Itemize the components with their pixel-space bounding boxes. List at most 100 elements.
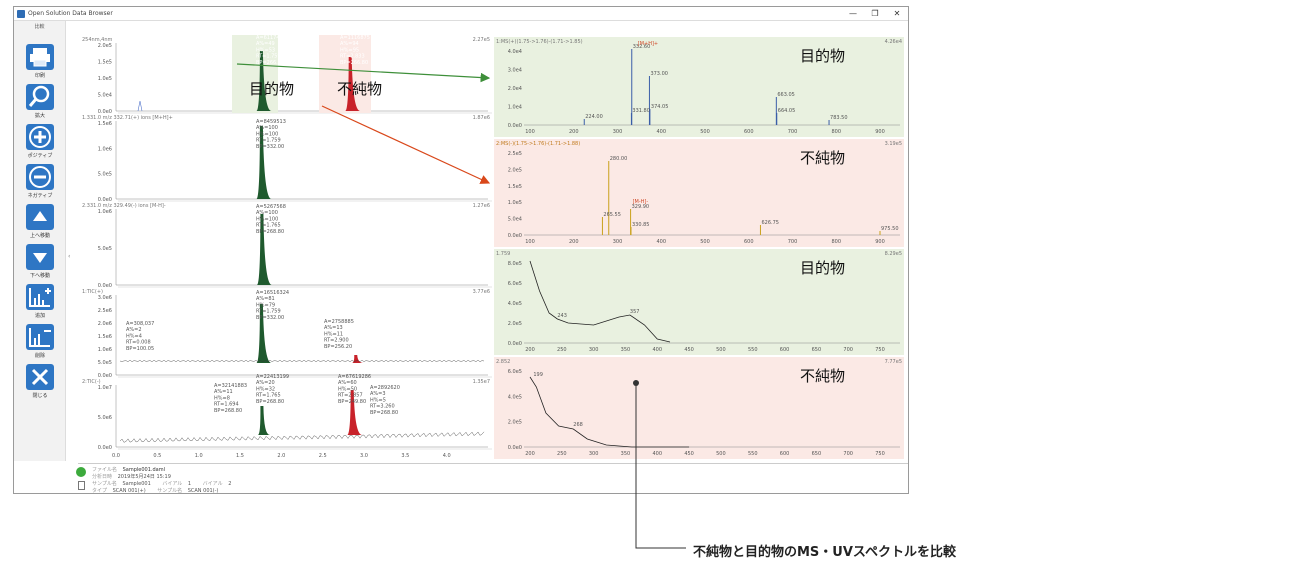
date-label: 分析日時: [92, 474, 113, 480]
panel-max: 1.35e7: [473, 379, 490, 385]
ms-peak-label: 332.60: [633, 44, 651, 50]
ms-peak-label: 374.05: [651, 104, 669, 110]
uv-curve-impurity: [529, 376, 690, 448]
panel-header: 1.331.0 m/z 332.71(+) ions [M+H]+: [82, 115, 173, 121]
ms-peak-label: 331.80: [632, 108, 650, 114]
y-tick-label: 5.0e4: [98, 93, 112, 99]
plus-circle-icon: [26, 124, 54, 150]
magnifier-icon: [26, 84, 54, 110]
target-arrow: [236, 63, 491, 83]
x-tick-label: 100: [525, 239, 535, 245]
restore-button[interactable]: ❐: [871, 9, 879, 18]
x-tick-label: 500: [700, 129, 710, 135]
type2-label: サンプル名: [157, 488, 183, 494]
panel-header: 2.331.0 m/z 329.49(-) ions [M-H]-: [82, 203, 166, 209]
spectrum-max: 8.29e5: [885, 251, 902, 257]
spectrum-big-label: 不純物: [800, 149, 845, 167]
impurity-peak-4: [351, 355, 364, 363]
app-icon: [17, 10, 25, 18]
target-peak-label: BP=266.80: [256, 60, 284, 66]
x-tick-label: 600: [744, 239, 754, 245]
remove-tool[interactable]: 削除: [25, 323, 55, 359]
x-tick-label: 200: [569, 129, 579, 135]
vial2-label: バイアル: [202, 481, 223, 487]
x-tick-label: 1.5: [236, 453, 244, 459]
ms-peak-label: 265.55: [603, 212, 621, 218]
impurity-peak-label: A%=13: [324, 325, 343, 331]
close-button[interactable]: ✕: [893, 9, 901, 18]
panel-header: 1:TIC(+): [82, 289, 103, 295]
x-tick-label: 400: [652, 451, 662, 457]
panel-max: 1.87e6: [473, 115, 490, 121]
y-tick-label: 2.0e5: [508, 321, 522, 327]
minor-peak-label: A=2892620: [370, 385, 400, 391]
spectrum-background: [494, 249, 904, 355]
target-peak-label: A%=100: [256, 125, 278, 131]
target-peak-label: RT=1.765: [256, 393, 281, 399]
y-tick-label: 1.0e6: [98, 146, 112, 152]
ion-label: [M-H]-: [633, 199, 649, 205]
impurity-band: [319, 35, 371, 113]
spectrum-big-label: 目的物: [800, 47, 845, 65]
ms-peak-label: 783.50: [830, 115, 848, 121]
file-name-value: Sample001.daml: [122, 467, 165, 473]
remove-label: 削除: [34, 353, 45, 359]
spectrum-background: [494, 357, 904, 459]
close-tool[interactable]: 閉じる: [25, 363, 55, 399]
close-x-icon: [26, 364, 54, 390]
ms-peak-label: 664.05: [778, 108, 796, 114]
panel-max: 1.27e6: [473, 203, 490, 209]
positive-tool[interactable]: ポジティブ: [25, 123, 55, 159]
add-label: 追加: [34, 313, 45, 319]
move-up-tool[interactable]: 上へ移動: [25, 203, 55, 239]
ms-peak-label: 280.00: [610, 156, 628, 162]
impurity-annotation: 不純物: [337, 80, 383, 98]
x-tick-label: 550: [748, 451, 758, 457]
impurity-peak-label: A%=94: [340, 41, 359, 47]
collapse-arrow[interactable]: ‹: [68, 253, 71, 260]
x-tick-label: 700: [843, 451, 853, 457]
negative-tool[interactable]: ネガティブ: [25, 163, 55, 199]
y-tick-label: 5.0e5: [98, 172, 112, 178]
minimize-button[interactable]: —: [849, 9, 857, 18]
x-tick-label: 600: [780, 451, 790, 457]
chromatogram-panel-1: 254nm,4nm 2.27e5 2.0e5 1.5e5 1.0e5 5.0e4 0.0e0: [82, 37, 492, 115]
app-window: Open Solution Data Browser — ❐ ✕ 比較 印刷 拡…: [13, 6, 909, 494]
arrow-down-icon: [26, 244, 54, 270]
close-label: 閉じる: [32, 393, 48, 399]
spectrum-header: 2.852: [496, 359, 510, 365]
x-tick-label: 400: [656, 129, 666, 135]
file-name-label: ファイル名: [92, 467, 118, 473]
move-up-label: 上へ移動: [29, 233, 50, 239]
y-tick-label: 0.0e0: [508, 445, 522, 451]
uv-peak-label: 243: [557, 313, 567, 319]
target-peak-label: A=8459513: [256, 119, 286, 125]
y-tick-label: 3.0e4: [508, 68, 522, 74]
uv-peak-label: 199: [533, 372, 543, 378]
y-tick-label: 0.0e0: [98, 109, 112, 115]
add-tool[interactable]: 追加: [25, 283, 55, 319]
zoom-tool[interactable]: 拡大: [25, 83, 55, 119]
comparison-caption: 不純物と目的物のMS・UVスペクトルを比較: [693, 545, 957, 560]
uv-peak-label: 268: [573, 422, 583, 428]
title-bar: Open Solution Data Browser — ❐ ✕: [14, 7, 908, 21]
status-panel: ファイル名 Sample001.daml 分析日時 2019年5月24日 15:…: [76, 463, 908, 495]
move-down-tool[interactable]: 下へ移動: [25, 243, 55, 279]
spectrum-max: 7.77e5: [885, 359, 902, 365]
minor-peak-label: RT=0.008: [126, 340, 151, 346]
x-tick-label: 600: [780, 347, 790, 353]
y-tick-label: 2.5e5: [508, 151, 522, 157]
ms-peak-label: 224.00: [585, 114, 603, 120]
tic-negative-trace: [119, 431, 485, 443]
compare-toolbar: 比較 印刷 拡大 ポジティブ ネガティブ 上へ移動 下へ移動 追加: [14, 21, 66, 461]
impurity-peak-label: A%=60: [338, 380, 357, 386]
y-tick-label: 2.5e6: [98, 308, 112, 314]
y-tick-label: 5.0e4: [508, 217, 522, 223]
ms-peak-label: 330.85: [632, 222, 650, 228]
status-dot: [76, 467, 86, 477]
x-tick-label: 300: [589, 451, 599, 457]
impurity-peak-5: [347, 390, 363, 435]
minor-peak-label: RT=1.694: [214, 402, 239, 408]
print-tool[interactable]: 印刷: [25, 43, 55, 79]
